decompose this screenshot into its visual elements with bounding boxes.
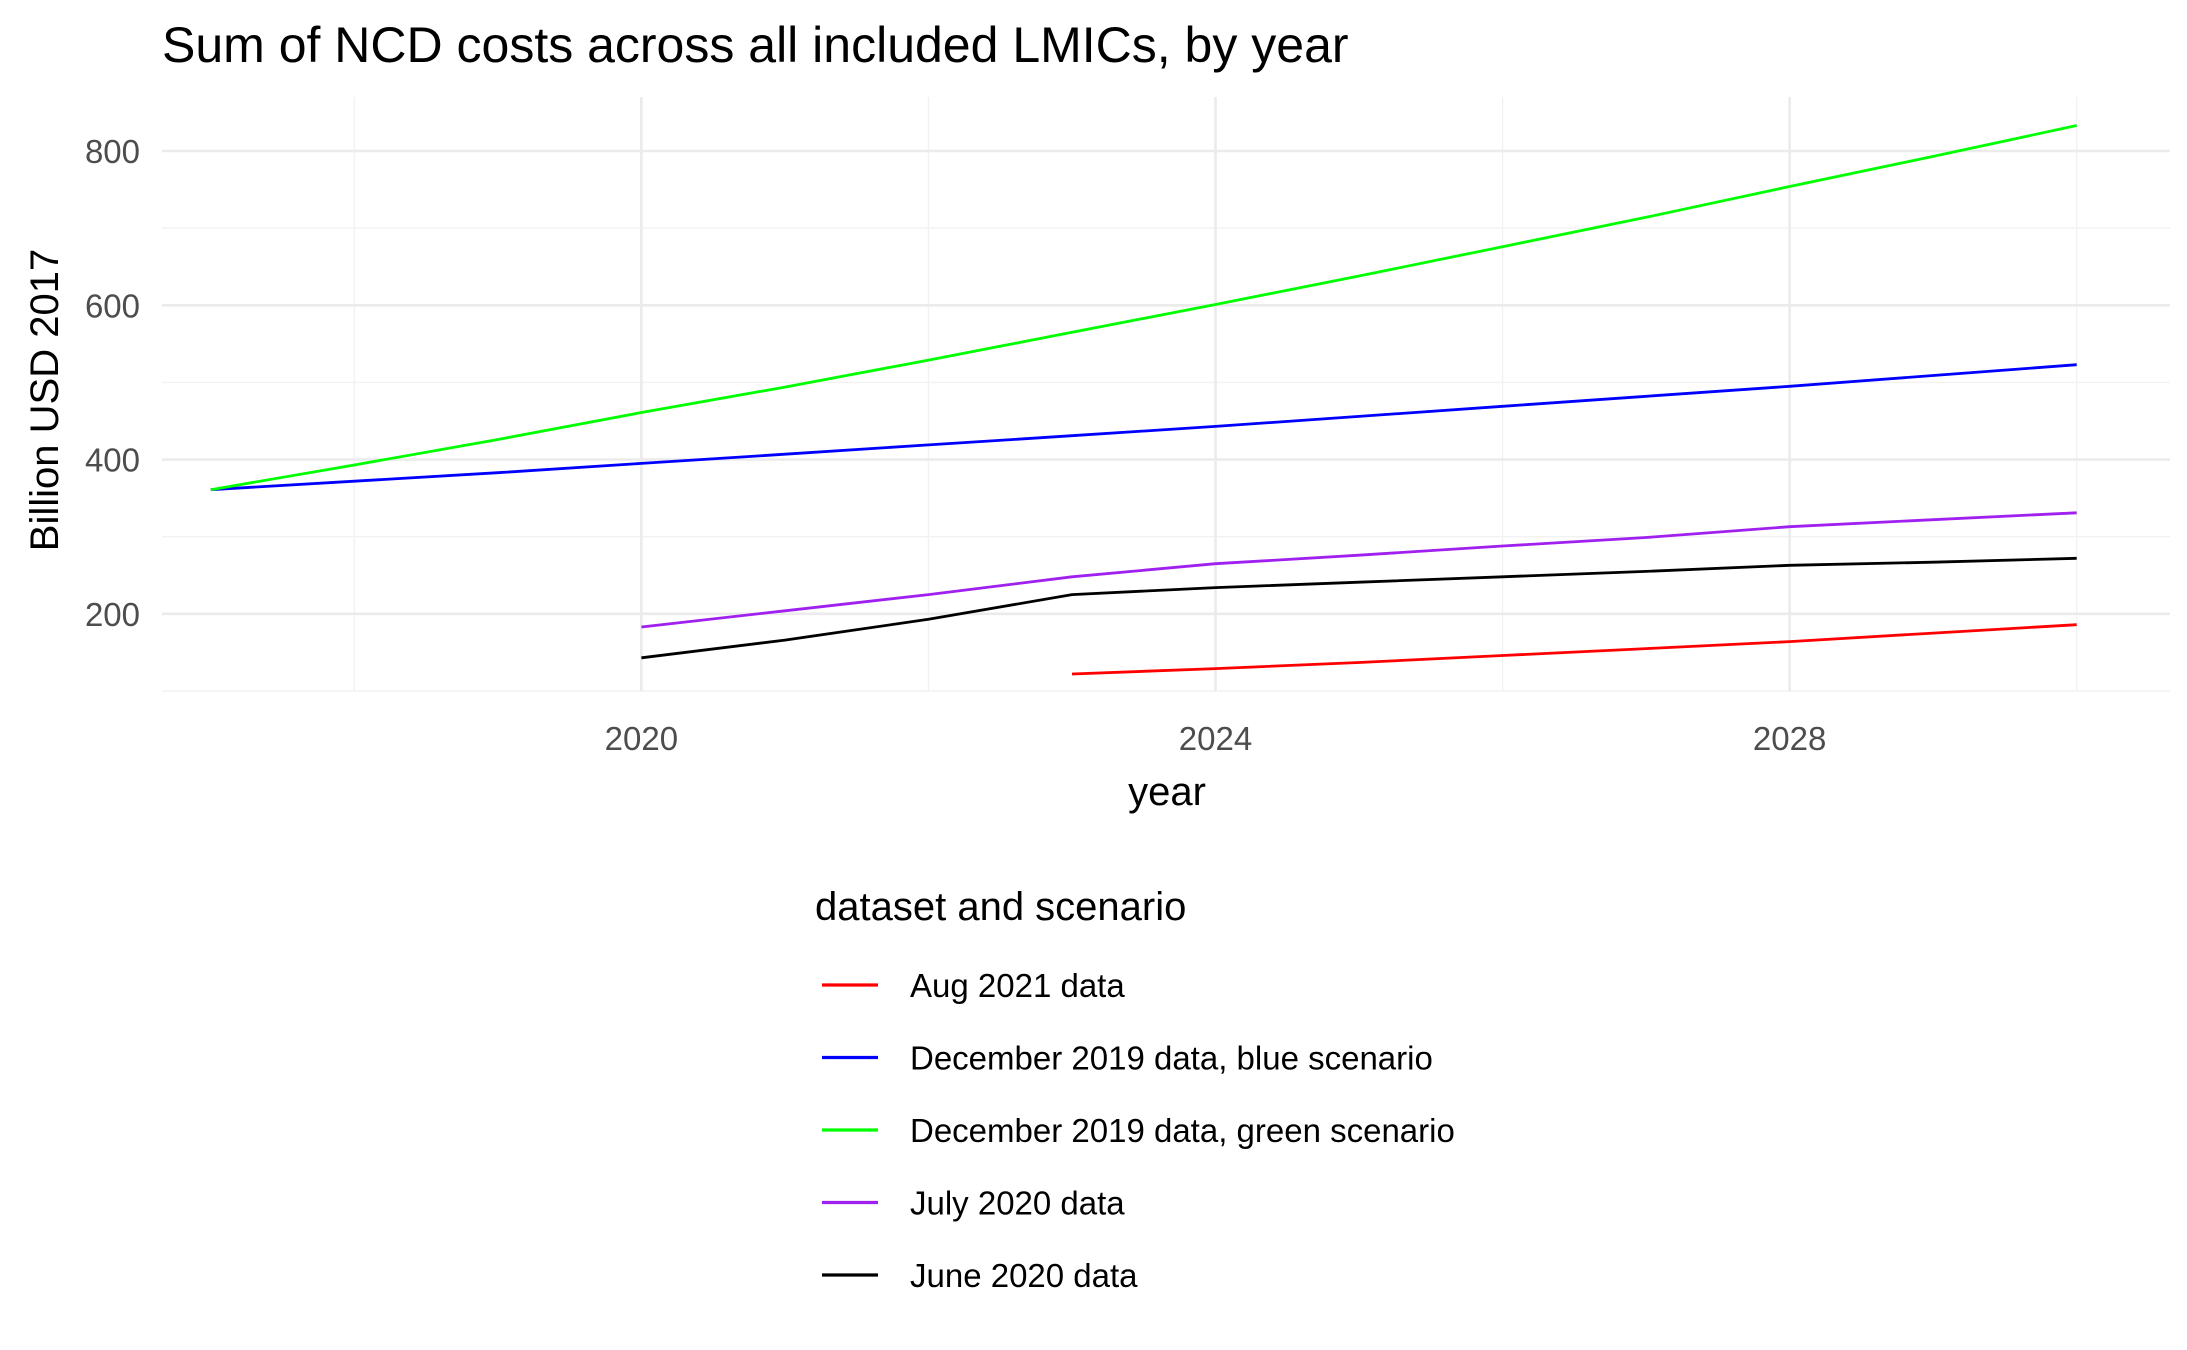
x-axis-ticks: 2020 2024 2028: [605, 720, 1827, 757]
y-tick-label: 800: [85, 133, 140, 170]
legend-items: Aug 2021 data December 2019 data, blue sc…: [822, 967, 1455, 1294]
y-axis-title: Billion USD 2017: [23, 249, 67, 551]
legend-label-5: June 2020 data: [910, 1257, 1138, 1294]
legend-label-3: December 2019 data, green scenario: [910, 1112, 1455, 1149]
series-lines: [210, 124, 2077, 676]
x-axis-title: year: [1128, 770, 1206, 814]
legend-label-4: July 2020 data: [910, 1185, 1125, 1222]
chart-title: Sum of NCD costs across all included LMI…: [162, 17, 1349, 73]
legend: dataset and scenario Aug 2021 data Decemb…: [815, 885, 1455, 1294]
major-gridlines: [162, 97, 2170, 691]
series-line-2: [210, 363, 2077, 492]
series-line-5: [641, 556, 2077, 660]
x-tick-label: 2028: [1753, 720, 1826, 757]
series-line-3: [210, 124, 2077, 492]
y-tick-label: 200: [85, 596, 140, 633]
series-line-1: [1071, 623, 2077, 676]
y-tick-label: 400: [85, 442, 140, 479]
series-line-4: [641, 511, 2077, 629]
x-tick-label: 2020: [605, 720, 678, 757]
legend-label-2: December 2019 data, blue scenario: [910, 1040, 1433, 1077]
y-tick-label: 600: [85, 287, 140, 324]
legend-title: dataset and scenario: [815, 885, 1186, 929]
legend-label-1: Aug 2021 data: [910, 967, 1125, 1004]
x-tick-label: 2024: [1179, 720, 1252, 757]
y-axis-ticks: 200 400 600 800: [85, 133, 140, 633]
